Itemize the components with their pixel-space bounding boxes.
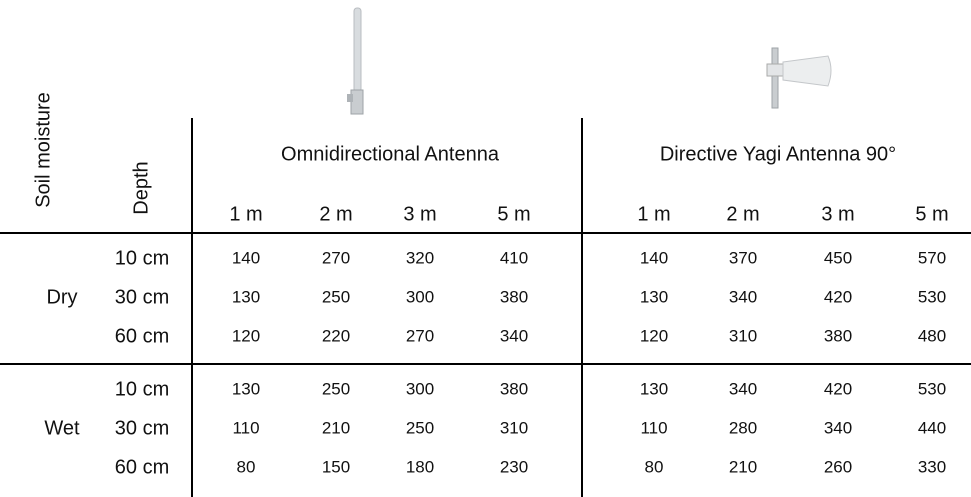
cell-value: 310 (729, 326, 757, 345)
cell-value: 110 (232, 418, 259, 437)
column-header: Soil moisture (32, 92, 54, 208)
cell-value: 270 (406, 326, 434, 345)
cell-value: 140 (640, 248, 668, 267)
cell-value: 280 (729, 418, 757, 437)
cell-value: 210 (322, 418, 350, 437)
cell-value: 250 (322, 379, 350, 398)
column-header: Depth (130, 161, 152, 214)
moisture-label: Dry (46, 286, 77, 308)
cell-value: 130 (232, 379, 260, 398)
cell-value: 340 (729, 379, 757, 398)
cell-value: 570 (918, 248, 946, 267)
group-header: Omnidirectional Antenna (281, 143, 500, 165)
yagi-antenna-image (766, 47, 832, 109)
cell-value: 440 (918, 418, 946, 437)
cell-value: 250 (322, 287, 350, 306)
cell-value: 180 (406, 457, 434, 476)
distance-header: 5 m (915, 203, 948, 225)
cell-value: 340 (500, 326, 528, 345)
cell-value: 150 (322, 457, 350, 476)
cell-value: 480 (918, 326, 946, 345)
group-header: Directive Yagi Antenna 90° (660, 143, 896, 165)
moisture-label: Wet (44, 417, 80, 439)
cell-value: 130 (232, 287, 260, 306)
cell-value: 260 (824, 457, 852, 476)
cell-value: 270 (322, 248, 350, 267)
cell-value: 320 (406, 248, 434, 267)
cell-value: 530 (918, 287, 946, 306)
cell-value: 450 (824, 248, 852, 267)
cell-value: 300 (406, 379, 434, 398)
cell-value: 310 (500, 418, 528, 437)
cell-value: 80 (645, 457, 664, 476)
distance-header: 3 m (821, 203, 854, 225)
cell-value: 140 (232, 248, 260, 267)
distance-header: 2 m (726, 203, 759, 225)
cell-value: 300 (406, 287, 434, 306)
cell-value: 530 (918, 379, 946, 398)
depth-label: 30 cm (115, 417, 169, 439)
depth-label: 60 cm (115, 325, 169, 347)
distance-header: 1 m (637, 203, 670, 225)
cell-value: 340 (729, 287, 757, 306)
omni-antenna-image (347, 7, 364, 115)
cell-value: 380 (824, 326, 852, 345)
cell-value: 370 (729, 248, 757, 267)
cell-value: 80 (237, 457, 256, 476)
cell-value: 380 (500, 379, 528, 398)
cell-value: 110 (640, 418, 667, 437)
cell-value: 380 (500, 287, 528, 306)
cell-value: 410 (500, 248, 528, 267)
distance-header: 5 m (497, 203, 530, 225)
cell-value: 210 (729, 457, 757, 476)
depth-label: 10 cm (115, 247, 169, 269)
depth-label: 30 cm (115, 286, 169, 308)
cell-value: 120 (640, 326, 668, 345)
cell-value: 130 (640, 379, 668, 398)
cell-value: 420 (824, 379, 852, 398)
distance-header: 3 m (403, 203, 436, 225)
cell-value: 340 (824, 418, 852, 437)
cell-value: 130 (640, 287, 668, 306)
cell-value: 330 (918, 457, 946, 476)
cell-value: 230 (500, 457, 528, 476)
distance-header: 2 m (319, 203, 352, 225)
cell-value: 120 (232, 326, 260, 345)
cell-value: 250 (406, 418, 434, 437)
cell-value: 420 (824, 287, 852, 306)
depth-label: 60 cm (115, 456, 169, 478)
depth-label: 10 cm (115, 378, 169, 400)
cell-value: 220 (322, 326, 350, 345)
distance-header: 1 m (229, 203, 262, 225)
